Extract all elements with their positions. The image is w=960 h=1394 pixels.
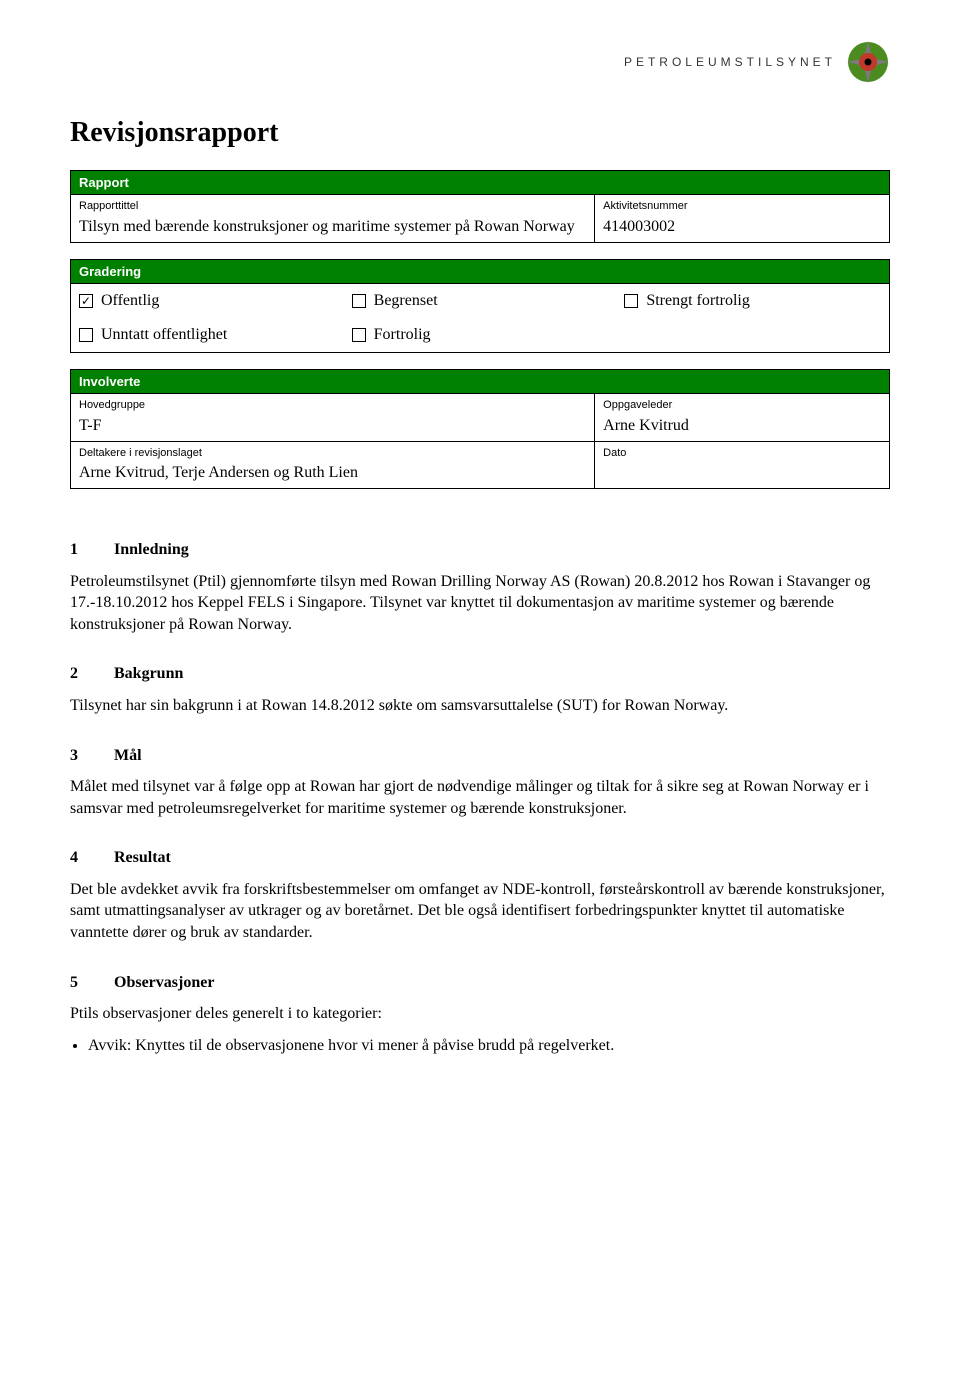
section-2-title: Bakgrunn (114, 665, 183, 682)
involverte-header: Involverte (71, 369, 890, 394)
checkbox-checked-icon: ✓ (79, 294, 93, 308)
brand-logo-icon (846, 40, 890, 84)
section-2-heading: 2 Bakgrunn (70, 663, 890, 685)
hovedgruppe-label: Hovedgruppe (79, 398, 586, 413)
section-innledning: 1 Innledning Petroleumstilsynet (Ptil) g… (70, 539, 890, 635)
checkbox-offentlig: ✓ Offentlig (71, 284, 344, 318)
gradering-table: Gradering ✓ Offentlig Begrenset Strengt … (70, 259, 890, 353)
section-4-num: 4 (70, 847, 110, 869)
involverte-table: Involverte Hovedgruppe T-F Oppgaveleder … (70, 369, 890, 489)
fortrolig-label: Fortrolig (374, 324, 431, 346)
offentlig-label: Offentlig (101, 290, 159, 312)
rapporttittel-value: Tilsyn med bærende konstruksjoner og mar… (79, 218, 575, 235)
unntatt-label: Unntatt offentlighet (101, 324, 227, 346)
deltakere-value: Arne Kvitrud, Terje Andersen og Ruth Lie… (79, 464, 358, 481)
section-resultat: 4 Resultat Det ble avdekket avvik fra fo… (70, 847, 890, 943)
hovedgruppe-value: T-F (79, 417, 102, 434)
section-4-body: Det ble avdekket avvik fra forskriftsbes… (70, 879, 890, 944)
section-5-heading: 5 Observasjoner (70, 972, 890, 994)
section-4-heading: 4 Resultat (70, 847, 890, 869)
rapport-header: Rapport (71, 170, 890, 195)
section-5-body: Ptils observasjoner deles generelt i to … (70, 1003, 890, 1025)
checkbox-empty-icon (624, 294, 638, 308)
deltakere-label: Deltakere i revisjonslaget (79, 446, 586, 461)
section-1-heading: 1 Innledning (70, 539, 890, 561)
begrenset-label: Begrenset (374, 290, 438, 312)
checkbox-empty-icon (352, 328, 366, 342)
aktivitetsnummer-label: Aktivitetsnummer (603, 199, 881, 214)
section-1-body: Petroleumstilsynet (Ptil) gjennomførte t… (70, 571, 890, 636)
checkbox-begrenset: Begrenset (344, 284, 617, 318)
section-3-body: Målet med tilsynet var å følge opp at Ro… (70, 776, 890, 819)
rapport-table: Rapport Rapporttittel Tilsyn med bærende… (70, 170, 890, 243)
oppgaveleder-value: Arne Kvitrud (603, 417, 689, 434)
section-observasjoner: 5 Observasjoner Ptils observasjoner dele… (70, 972, 890, 1057)
brand-text: PETROLEUMSTILSYNET (624, 54, 836, 70)
checkbox-fortrolig: Fortrolig (344, 318, 617, 352)
aktivitetsnummer-value: 414003002 (603, 218, 675, 235)
section-maal: 3 Mål Målet med tilsynet var å følge opp… (70, 745, 890, 820)
gradering-header: Gradering (71, 259, 890, 284)
section-1-num: 1 (70, 539, 110, 561)
section-2-num: 2 (70, 663, 110, 685)
oppgaveleder-label: Oppgaveleder (603, 398, 881, 413)
checkbox-empty-icon (352, 294, 366, 308)
section-5-num: 5 (70, 972, 110, 994)
section-1-title: Innledning (114, 541, 189, 558)
page-title: Revisjonsrapport (70, 114, 890, 152)
checkbox-empty-icon (79, 328, 93, 342)
section-5-bullets: Avvik: Knyttes til de observasjonene hvo… (70, 1035, 890, 1057)
section-3-title: Mål (114, 747, 142, 764)
checkbox-unntatt: Unntatt offentlighet (71, 318, 344, 352)
section-2-body: Tilsynet har sin bakgrunn i at Rowan 14.… (70, 695, 890, 717)
strengt-label: Strengt fortrolig (646, 290, 750, 312)
brand-header: PETROLEUMSTILSYNET (70, 40, 890, 84)
checkbox-strengt-fortrolig: Strengt fortrolig (616, 284, 889, 318)
section-3-heading: 3 Mål (70, 745, 890, 767)
bullet-avvik: Avvik: Knyttes til de observasjonene hvo… (88, 1035, 890, 1057)
rapporttittel-label: Rapporttittel (79, 199, 586, 214)
dato-label: Dato (603, 446, 881, 461)
section-5-title: Observasjoner (114, 974, 214, 991)
section-bakgrunn: 2 Bakgrunn Tilsynet har sin bakgrunn i a… (70, 663, 890, 716)
section-4-title: Resultat (114, 849, 171, 866)
section-3-num: 3 (70, 745, 110, 767)
